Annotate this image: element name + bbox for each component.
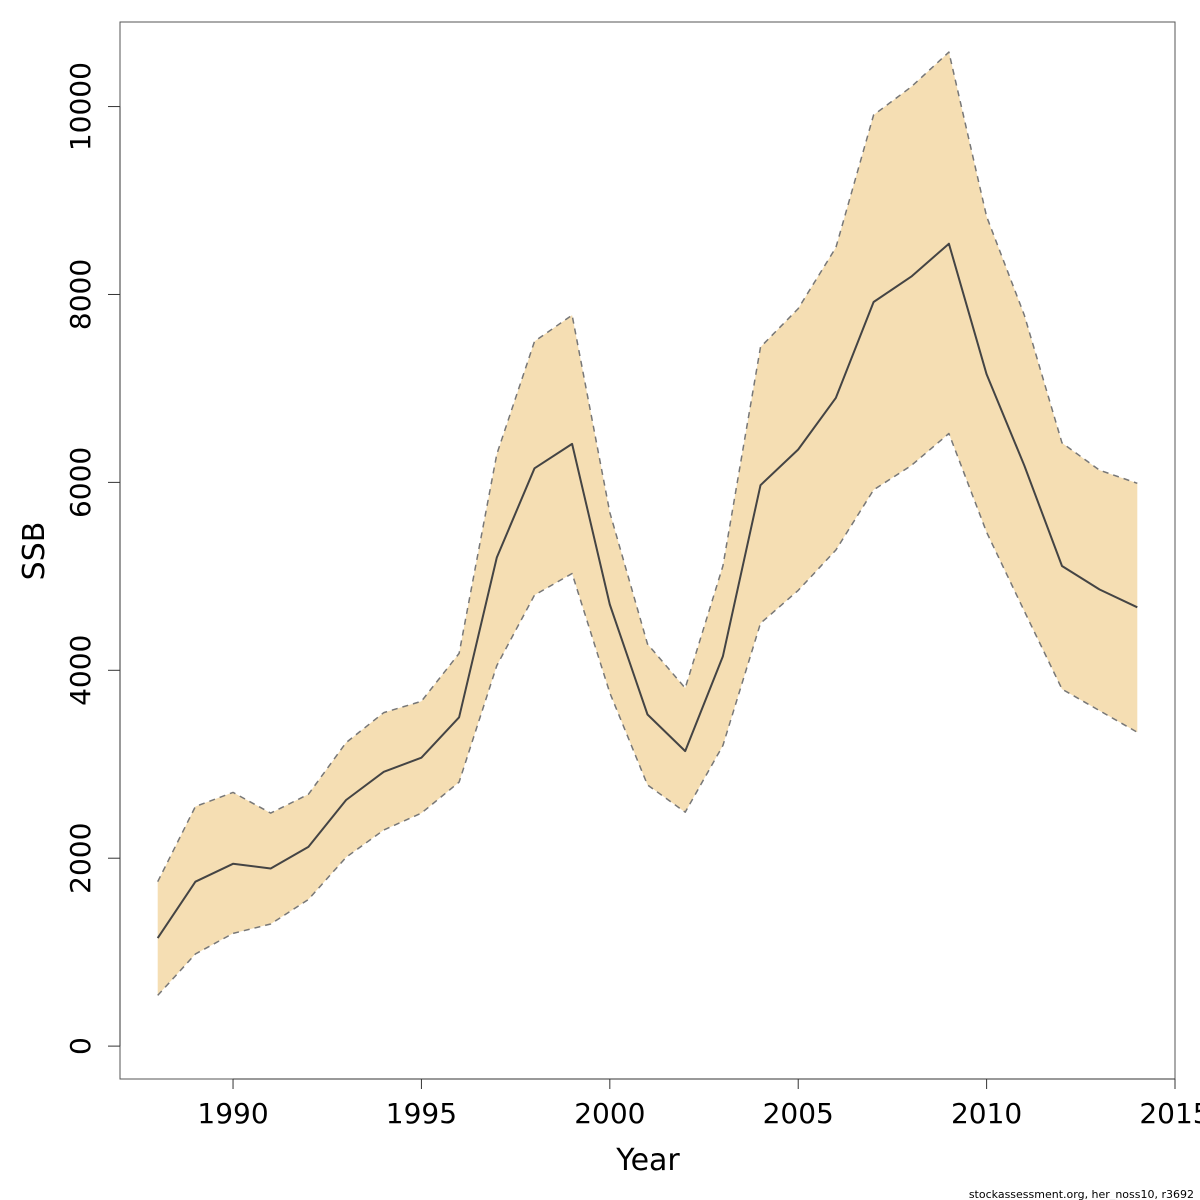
lower-bound-line <box>157 432 1138 996</box>
x-tick-label: 2010 <box>951 1097 1022 1130</box>
y-tick-label: 0 <box>64 1037 97 1055</box>
footer-credit: stockassessment.org, her_noss10, r3692 <box>969 1188 1194 1200</box>
y-tick-label: 4000 <box>64 635 97 706</box>
x-axis-title: Year <box>615 1143 680 1178</box>
plot-area <box>156 51 1138 996</box>
x-tick-label: 1995 <box>386 1097 457 1130</box>
y-tick-label: 2000 <box>64 823 97 894</box>
y-tick-label: 6000 <box>64 447 97 518</box>
x-tick-label: 2015 <box>1139 1097 1200 1130</box>
ssb-estimate-line <box>156 242 1138 939</box>
y-axis-title: SSB <box>17 522 52 581</box>
x-tick-label: 2000 <box>574 1097 645 1130</box>
y-tick-label: 10000 <box>64 62 97 151</box>
x-tick-label: 2005 <box>763 1097 834 1130</box>
upper-bound-line <box>157 51 1138 883</box>
x-tick-label: 1990 <box>197 1097 268 1130</box>
axes: 1990 1995 2000 2005 2010 2015 0 2000 4000 6000 800… <box>64 62 1200 1130</box>
y-tick-label: 8000 <box>64 259 97 330</box>
confidence-band <box>157 52 1138 996</box>
